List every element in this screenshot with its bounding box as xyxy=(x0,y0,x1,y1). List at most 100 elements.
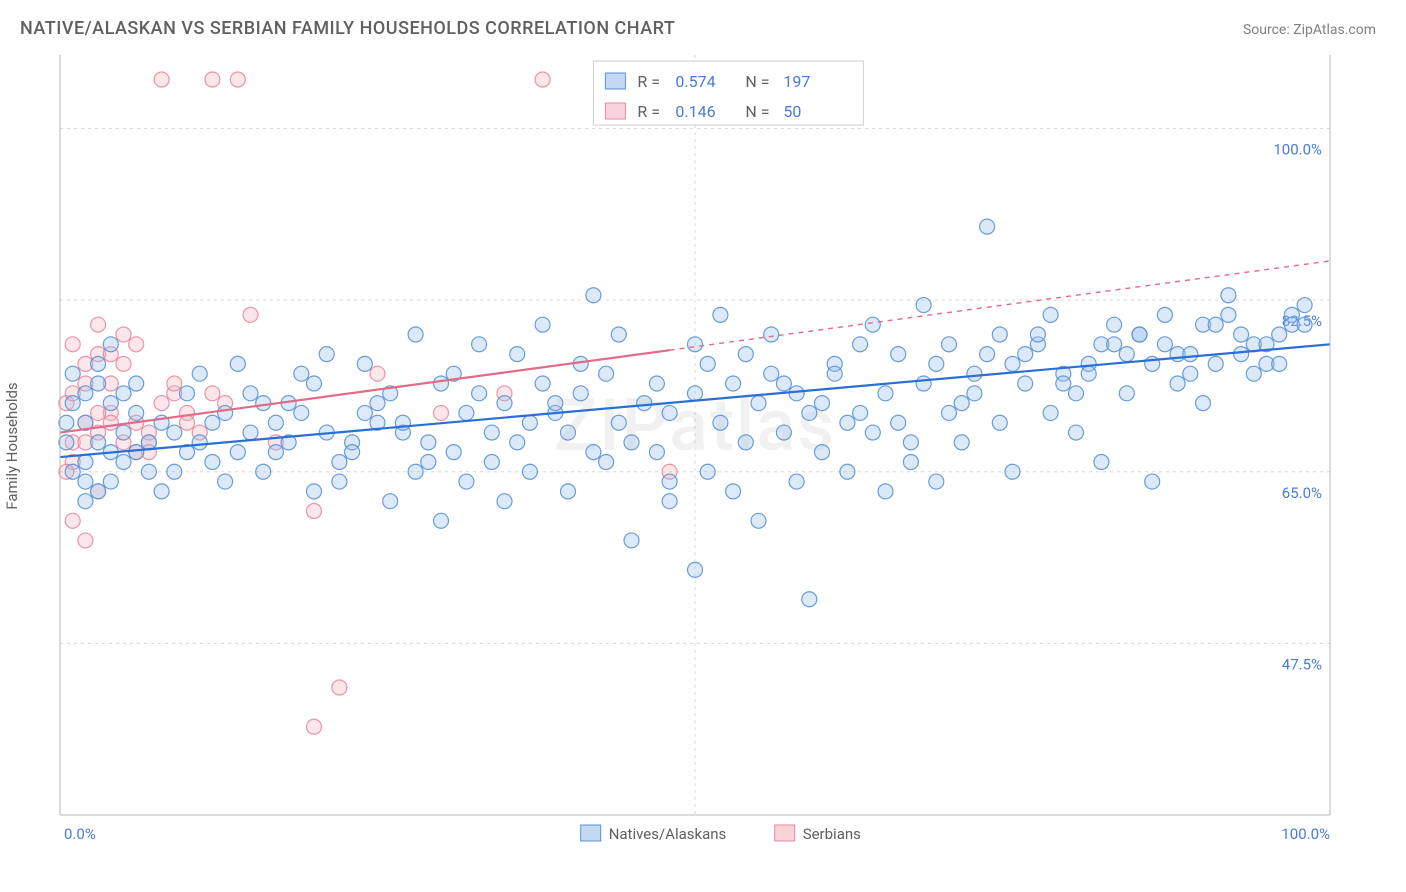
pink-point xyxy=(116,356,131,371)
blue-point xyxy=(840,415,855,430)
blue-point xyxy=(294,366,309,381)
chart-title: NATIVE/ALASKAN VS SERBIAN FAMILY HOUSEHO… xyxy=(20,18,675,39)
pink-point xyxy=(205,386,220,401)
pink-point xyxy=(535,72,550,87)
blue-point xyxy=(1157,337,1172,352)
blue-point xyxy=(1119,386,1134,401)
blue-point xyxy=(815,445,830,460)
blue-point xyxy=(484,425,499,440)
blue-point xyxy=(751,396,766,411)
blue-point xyxy=(91,435,106,450)
blue-point xyxy=(738,435,753,450)
blue-point xyxy=(853,337,868,352)
blue-point xyxy=(586,445,601,460)
blue-point xyxy=(510,435,525,450)
blue-point xyxy=(522,415,537,430)
blue-point xyxy=(268,445,283,460)
blue-point xyxy=(484,454,499,469)
blue-point xyxy=(903,454,918,469)
blue-point xyxy=(59,435,74,450)
blue-point xyxy=(434,513,449,528)
svg-text:0.0%: 0.0% xyxy=(64,825,96,843)
blue-point xyxy=(980,219,995,234)
blue-point xyxy=(649,445,664,460)
blue-point xyxy=(332,454,347,469)
pink-point xyxy=(129,337,144,352)
svg-text:N =: N = xyxy=(745,102,769,121)
svg-text:50: 50 xyxy=(783,102,801,121)
blue-point xyxy=(751,513,766,528)
blue-point xyxy=(573,386,588,401)
blue-point xyxy=(65,464,80,479)
blue-point xyxy=(891,347,906,362)
pink-point xyxy=(307,504,322,519)
blue-point xyxy=(1043,405,1058,420)
blue-point xyxy=(1208,356,1223,371)
blue-point xyxy=(1221,307,1236,322)
blue-point xyxy=(91,356,106,371)
blue-point xyxy=(726,484,741,499)
blue-point xyxy=(980,347,995,362)
blue-point xyxy=(78,494,93,509)
blue-point xyxy=(1069,425,1084,440)
pink-point xyxy=(154,72,169,87)
blue-point xyxy=(383,494,398,509)
svg-text:197: 197 xyxy=(783,72,810,91)
pink-legend-swatch xyxy=(775,825,795,841)
blue-point xyxy=(561,484,576,499)
blue-point xyxy=(116,386,131,401)
blue-point xyxy=(929,356,944,371)
blue-point xyxy=(345,445,360,460)
plot-container: 47.5%65.0%82.5%100.0%ZIPatlas0.0%100.0%R… xyxy=(50,55,1390,835)
blue-swatch xyxy=(605,73,625,89)
blue-point xyxy=(256,464,271,479)
blue-point xyxy=(129,405,144,420)
blue-point xyxy=(446,445,461,460)
blue-point xyxy=(662,474,677,489)
blue-point xyxy=(103,337,118,352)
blue-point xyxy=(205,454,220,469)
blue-point xyxy=(624,533,639,548)
blue-point xyxy=(776,376,791,391)
blue-point xyxy=(408,464,423,479)
blue-point xyxy=(726,376,741,391)
pink-point xyxy=(154,396,169,411)
blue-point xyxy=(827,366,842,381)
blue-point xyxy=(1196,396,1211,411)
blue-point xyxy=(776,425,791,440)
y-axis-label: Family Households xyxy=(3,382,21,509)
pink-point xyxy=(332,680,347,695)
blue-point xyxy=(91,484,106,499)
blue-point xyxy=(688,337,703,352)
blue-point xyxy=(522,464,537,479)
blue-point xyxy=(1208,317,1223,332)
blue-point xyxy=(688,562,703,577)
blue-point xyxy=(472,337,487,352)
blue-point xyxy=(497,396,512,411)
source-label: Source: ZipAtlas.com xyxy=(1243,22,1376,38)
blue-point xyxy=(192,366,207,381)
blue-point xyxy=(916,376,931,391)
blue-point xyxy=(1094,454,1109,469)
blue-point xyxy=(180,386,195,401)
blue-point xyxy=(954,396,969,411)
blue-point xyxy=(1005,464,1020,479)
blue-point xyxy=(141,464,156,479)
blue-point xyxy=(802,405,817,420)
blue-point xyxy=(586,288,601,303)
header-row: NATIVE/ALASKAN VS SERBIAN FAMILY HOUSEHO… xyxy=(0,0,1406,47)
blue-point xyxy=(1221,288,1236,303)
blue-point xyxy=(878,484,893,499)
blue-point xyxy=(307,376,322,391)
blue-point xyxy=(942,337,957,352)
blue-point xyxy=(599,454,614,469)
blue-point xyxy=(840,464,855,479)
blue-point xyxy=(192,435,207,450)
blue-point xyxy=(611,415,626,430)
blue-point xyxy=(230,445,245,460)
pink-point xyxy=(434,405,449,420)
blue-point xyxy=(1107,317,1122,332)
blue-point xyxy=(929,474,944,489)
blue-point xyxy=(713,415,728,430)
blue-point xyxy=(1132,327,1147,342)
